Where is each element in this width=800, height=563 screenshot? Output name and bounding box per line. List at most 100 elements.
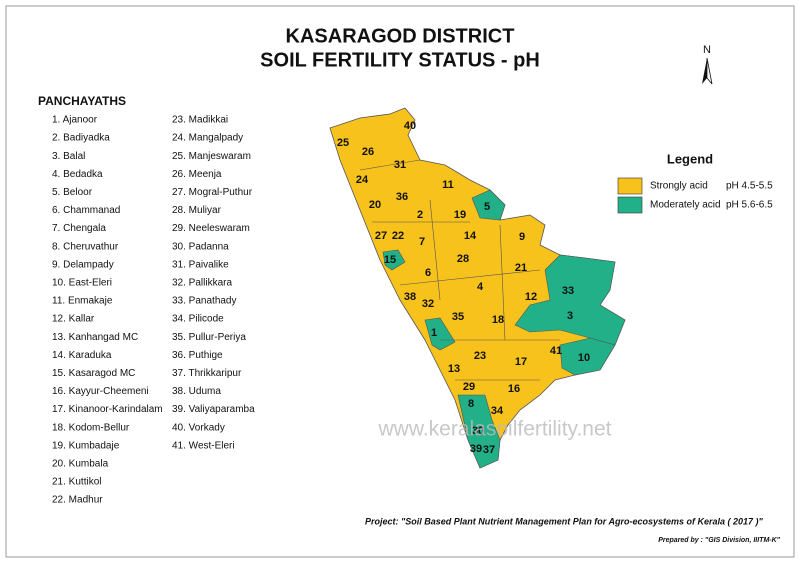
panchayath-item: 30. Padanna (172, 241, 229, 252)
region-label: 12 (525, 291, 537, 303)
panchayath-item: 40. Vorkady (172, 422, 225, 433)
region-label: 27 (375, 230, 387, 242)
region-label: 41 (550, 345, 562, 357)
region-label: 10 (578, 352, 590, 364)
panchayath-item: 11. Enmakaje (52, 296, 113, 307)
region-label: 4 (477, 281, 484, 293)
moderate-area (382, 249, 406, 271)
panchayath-item: 36. Puthige (172, 350, 223, 361)
prepared-by: Prepared by : "GIS Division, IIITM-K" (658, 537, 780, 544)
project-note: Project: "Soil Based Plant Nutrient Mana… (365, 516, 764, 526)
frame (5, 5, 795, 558)
panchayath-item: 19. Kumbadaje (52, 440, 120, 451)
region-label: 17 (515, 356, 527, 368)
subtitle: SOIL FERTILITY STATUS - pH (260, 49, 540, 71)
boundary (359, 159, 560, 381)
region-label: 13 (448, 363, 460, 375)
region-label: 22 (392, 230, 404, 242)
panchayath-item: 31. Paivalike (172, 259, 229, 270)
panchayath-item: 18. Kodom-Bellur (52, 422, 130, 433)
panchayath-item: 27. Mogral-Puthur (172, 187, 253, 198)
panchayath-item: 5. Beloor (52, 187, 93, 198)
region-label: 25 (337, 137, 349, 149)
region-label: 14 (464, 230, 477, 242)
north-arrow (706, 57, 713, 85)
region-label: 37 (483, 444, 495, 456)
region-label: 28 (457, 253, 469, 265)
region-label: 40 (404, 120, 416, 132)
region-label: 33 (562, 285, 574, 297)
region-label: 7 (419, 236, 425, 248)
list-heading: PANCHAYATHS (38, 94, 126, 108)
region-label: 23 (474, 350, 486, 362)
panchayath-item: 13. Kanhangad MC (52, 332, 138, 343)
legend-swatch (617, 196, 643, 214)
panchayath-item: 25. Manjeswaram (172, 151, 251, 162)
panchayath-item: 26. Meenja (172, 169, 222, 180)
north-label: N (703, 44, 711, 56)
panchayath-item: 33. Panathady (172, 296, 237, 307)
region-label: 39 (470, 443, 482, 455)
legend-label: Strongly acid (650, 181, 708, 192)
panchayath-item: 2. Badiyadka (52, 133, 110, 144)
panchayath-item: 38. Uduma (172, 386, 221, 397)
region-label: 19 (454, 209, 466, 221)
region-label: 16 (508, 383, 520, 395)
region-label: 11 (442, 179, 454, 191)
moderate-area (471, 189, 506, 221)
region-label: 15 (384, 254, 396, 266)
watermark: www.keralasoilfertility.net (377, 418, 611, 441)
title: KASARAGOD DISTRICT (286, 25, 515, 47)
panchayath-item: 35. Pullur-Periya (172, 332, 246, 343)
region-label: 31 (394, 159, 406, 171)
region-label: 18 (492, 314, 504, 326)
region-label: 35 (452, 311, 464, 323)
panchayath-item: 10. East-Eleri (52, 278, 112, 289)
panchayath-item: 32. Pallikkara (172, 278, 232, 289)
region-label: 24 (356, 174, 369, 186)
panchayath-item: 3. Balal (52, 151, 85, 162)
region-label: 38 (404, 291, 416, 303)
panchayath-item: 17. Kinanoor-Karindalam (52, 404, 163, 415)
panchayath-item: 7. Chengala (52, 223, 106, 234)
region-label: 36 (396, 191, 408, 203)
panchayath-item: 15. Kasaragod MC (52, 368, 135, 379)
region-label: 2 (417, 209, 423, 221)
moderate-area (457, 394, 501, 469)
region-label: 20 (369, 199, 381, 211)
region-label: 26 (362, 146, 374, 158)
north-arrow (702, 58, 707, 84)
legend-title: Legend (667, 151, 713, 166)
panchayath-item: 37. Thrikkaripur (172, 368, 242, 379)
region-label: 8 (468, 398, 474, 410)
region-label: 5 (484, 201, 490, 213)
region-label: 3 (567, 310, 573, 322)
panchayath-item: 12. Kallar (52, 314, 95, 325)
region-label: 21 (515, 262, 527, 274)
panchayath-item: 20. Kumbala (52, 459, 109, 470)
legend-swatch (617, 177, 643, 195)
region-label: 1 (431, 327, 437, 339)
region-label: 9 (519, 231, 525, 243)
panchayath-item: 22. Madhur (52, 495, 103, 506)
panchayath-item: 28. Muliyar (172, 205, 222, 216)
panchayath-item: 23. Madikkai (172, 115, 228, 126)
region-label: 29 (463, 381, 475, 393)
panchayath-item: 21. Kuttikol (52, 477, 101, 488)
moderate-area (424, 317, 456, 351)
panchayath-item: 16. Kayyur-Cheemeni (52, 386, 149, 397)
region-label: 6 (425, 267, 431, 279)
panchayath-item: 6. Chammanad (52, 205, 120, 216)
panchayath-item: 1. Ajanoor (52, 115, 98, 126)
panchayath-item: 39. Valiyaparamba (172, 404, 255, 415)
region-label: 30 (472, 425, 484, 437)
legend-range: pH 4.5-5.5 (726, 181, 773, 192)
panchayath-item: 4. Bedadka (52, 169, 103, 180)
panchayath-item: 29. Neeleswaram (172, 223, 250, 234)
region-label: 34 (491, 405, 504, 417)
panchayath-item: 34. Pilicode (172, 314, 224, 325)
region-label: 32 (422, 298, 434, 310)
legend-label: Moderately acid (650, 200, 721, 211)
